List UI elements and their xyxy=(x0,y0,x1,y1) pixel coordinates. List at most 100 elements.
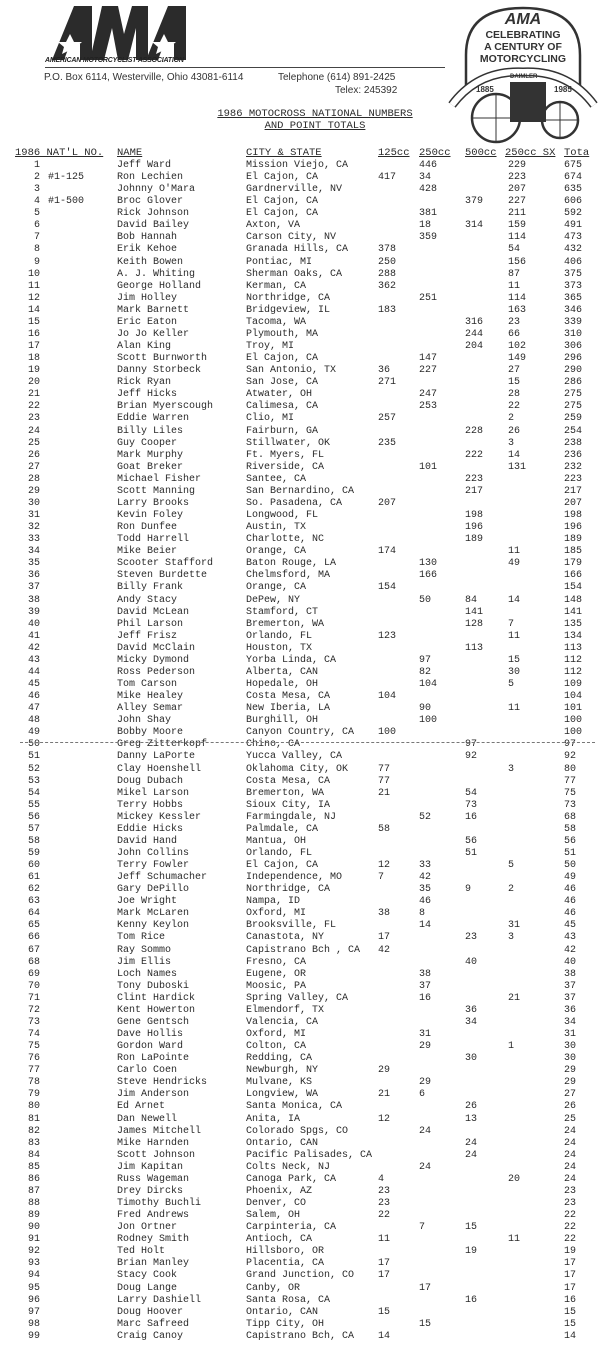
table-row: 10 A. J. Whiting Sherman Oaks, CA 288 87 375 xyxy=(0,269,600,281)
points-500cc: 316 xyxy=(465,316,484,328)
table-row: 12 Jim Holley Northridge, CA 251 114 365 xyxy=(0,293,600,305)
rider-name: Timothy Buchli xyxy=(117,1198,202,1210)
points-total: 223 xyxy=(564,473,583,485)
points-total: 236 xyxy=(564,449,583,461)
rider-name: Gene Gentsch xyxy=(117,1016,190,1028)
points-250cc: 14 xyxy=(419,920,432,932)
nat-number: 9 xyxy=(33,256,40,268)
table-row: 86 Russ Wageman Canoga Park, CA 4 20 24 xyxy=(0,1174,600,1186)
points-total: 23 xyxy=(564,1198,577,1210)
table-row: 30 Larry Brooks So. Pasadena, CA 207 207 xyxy=(0,498,600,510)
city-state: Bremerton, WA xyxy=(246,618,325,630)
city-state: Chino, CA xyxy=(246,739,301,751)
points-total: 113 xyxy=(564,642,583,654)
rider-name: Jeff Frisz xyxy=(117,630,178,642)
points-500cc: 204 xyxy=(465,341,484,353)
rider-name: Eddie Warren xyxy=(117,413,190,425)
points-total: 473 xyxy=(564,232,583,244)
table-row: 52 Clay Hoenshell Oklahoma City, OK 77 3 80 xyxy=(0,764,600,776)
points-125cc: 7 xyxy=(378,872,385,884)
city-state: Gardnerville, NV xyxy=(246,184,343,196)
nat-number: 62 xyxy=(27,884,40,896)
table-row: 45 Tom Carson Hopedale, OH 104 5 109 xyxy=(0,679,600,691)
points-250cc: 24 xyxy=(419,1125,432,1137)
nat-number: 57 xyxy=(27,823,40,835)
city-state: Brooksville, FL xyxy=(246,920,337,932)
points-125cc: 235 xyxy=(378,437,397,449)
points-total: 100 xyxy=(564,727,583,739)
city-state: Santee, CA xyxy=(246,473,307,485)
nat-number: 20 xyxy=(27,377,40,389)
table-row: 20 Rick Ryan San Jose, CA 271 15 286 xyxy=(0,377,600,389)
table-row: 38 Andy Stacy DePew, NY 50 84 14 148 xyxy=(0,595,600,607)
table-row: 67 Ray Sommo Capistrano Bch , CA 42 42 xyxy=(0,945,600,957)
rider-name: Tony Duboski xyxy=(117,980,190,992)
nat-number: 35 xyxy=(27,558,40,570)
city-state: Moosic, PA xyxy=(246,980,307,992)
rider-name: Scooter Stafford xyxy=(117,558,214,570)
table-row: 89 Fred Andrews Salem, OH 22 22 xyxy=(0,1210,600,1222)
rider-name: Danny Storbeck xyxy=(117,365,202,377)
nat-number: 15 xyxy=(27,316,40,328)
points-500cc: 13 xyxy=(465,1113,478,1125)
points-250cc-sx: 229 xyxy=(508,160,527,171)
points-total: 36 xyxy=(564,1004,577,1016)
points-500cc: 217 xyxy=(465,485,484,497)
points-500cc: 36 xyxy=(465,1004,478,1016)
rider-name: Steven Burdette xyxy=(117,570,208,582)
nat-number: 77 xyxy=(27,1065,40,1077)
city-state: El Cajon, CA xyxy=(246,172,319,184)
table-row: 76 Ron LaPointe Redding, CA 30 30 xyxy=(0,1053,600,1065)
points-500cc: 314 xyxy=(465,220,484,232)
points-250cc-sx: 156 xyxy=(508,256,527,268)
points-250cc-sx: 114 xyxy=(508,292,527,304)
rider-name: Larry Dashiell xyxy=(117,1294,202,1306)
table-row: 85 Jim Kapitan Colts Neck, NJ 24 24 xyxy=(0,1162,600,1174)
points-250cc: 147 xyxy=(419,353,438,365)
points-125cc: 17 xyxy=(378,932,391,944)
points-total: 346 xyxy=(564,304,583,316)
city-state: Ontario, CAN xyxy=(246,1306,319,1318)
table-row: 7 Bob Hannah Carson City, NV 359 114 473 xyxy=(0,232,600,244)
nat-number: 67 xyxy=(27,944,40,956)
city-state: Alberta, CAN xyxy=(246,666,319,678)
table-row: 4 #1-500 Broc Glover El Cajon, CA 379 227 606 xyxy=(0,196,600,208)
points-total: 104 xyxy=(564,691,583,703)
table-row: 34 Mike Beier Orange, CA 174 11 185 xyxy=(0,546,600,558)
points-total: 406 xyxy=(564,256,583,268)
points-total: 141 xyxy=(564,606,583,618)
points-500cc: 198 xyxy=(465,510,484,522)
city-state: Orange, CA xyxy=(246,582,307,594)
nat-number: 71 xyxy=(27,992,40,1004)
nat-number: 38 xyxy=(27,594,40,606)
points-250cc: 29 xyxy=(419,1041,432,1053)
rider-name: Ron Lechien xyxy=(117,172,184,184)
city-state: Longview, WA xyxy=(246,1089,319,1101)
table-row: 40 Phil Larson Bremerton, WA 128 7 135 xyxy=(0,619,600,631)
city-state: Mission Viejo, CA xyxy=(246,160,349,171)
points-total: 17 xyxy=(564,1270,577,1282)
points-250cc-sx: 54 xyxy=(508,244,521,256)
svg-text:AMA: AMA xyxy=(504,11,541,28)
rider-name: Tom Carson xyxy=(117,679,178,690)
points-250cc-sx: 28 xyxy=(508,389,521,401)
rider-name: Jim Kapitan xyxy=(117,1161,184,1173)
rider-name: Ron Dunfee xyxy=(117,522,178,534)
nat-number: 91 xyxy=(27,1234,40,1246)
header-number: 1986 NAT'L NO. xyxy=(15,147,104,159)
points-125cc: 104 xyxy=(378,691,397,703)
table-row: 17 Alan King Troy, MI 204 102 306 xyxy=(0,341,600,353)
points-total: 259 xyxy=(564,413,583,425)
rider-name: Mark Barnett xyxy=(117,304,190,316)
city-state: Oklahoma City, OK xyxy=(246,763,349,775)
table-row: 57 Eddie Hicks Palmdale, CA 58 58 xyxy=(0,824,600,836)
city-state: Costa Mesa, CA xyxy=(246,775,331,787)
points-500cc: 113 xyxy=(465,642,484,654)
points-total: 592 xyxy=(564,208,583,220)
nat-number: 51 xyxy=(27,751,40,763)
table-row: 36 Steven Burdette Chelmsford, MA 166 166 xyxy=(0,570,600,582)
table-row: 8 Erik Kehoe Granada Hills, CA 378 54 432 xyxy=(0,244,600,256)
nat-number: 29 xyxy=(27,485,40,497)
table-row: 99 Craig Canoy Capistrano Bch, CA 14 14 xyxy=(0,1331,600,1343)
points-total: 97 xyxy=(564,739,577,751)
